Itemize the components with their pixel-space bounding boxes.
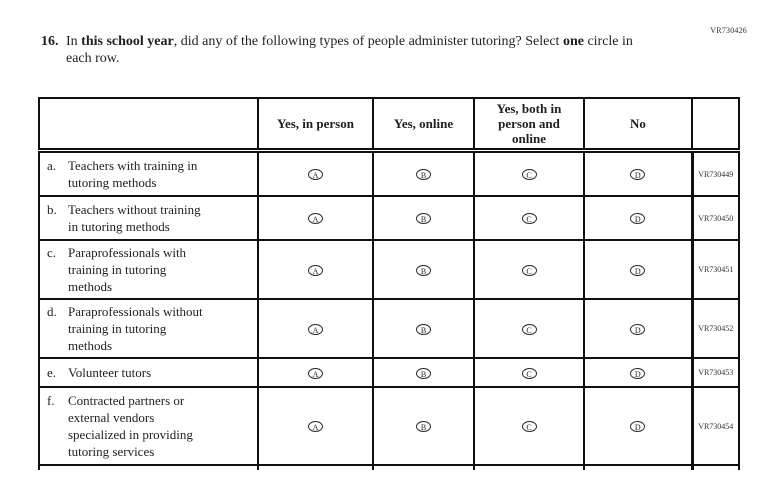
answer-bubble-c[interactable]: C xyxy=(521,323,537,335)
table-row: c. Paraprofessionals with training in tut… xyxy=(38,239,740,300)
header-blank xyxy=(38,97,259,153)
answer-bubble-c[interactable]: C xyxy=(521,367,537,379)
answer-bubble-d[interactable]: D xyxy=(630,421,646,432)
answer-bubble-c[interactable]: C xyxy=(521,169,537,180)
row-letter: c. xyxy=(47,245,57,260)
answer-bubble-a[interactable]: A xyxy=(308,264,323,276)
row-letter: d. xyxy=(47,304,57,319)
table-row: b. Teachers without training in tutoring … xyxy=(38,195,740,241)
question-text-segment: , did any of the following types of peop… xyxy=(173,34,563,49)
answer-bubble-b[interactable]: B xyxy=(416,264,431,276)
row-label: Contracted partners or external vendors … xyxy=(68,393,193,459)
answer-bubble-d[interactable]: D xyxy=(630,169,646,180)
answer-bubble-d[interactable]: D xyxy=(630,213,646,224)
table-row: f. Contracted partners or external vendor… xyxy=(38,386,740,466)
question-text-bold-segment: one xyxy=(562,34,584,49)
answer-bubble-b[interactable]: B xyxy=(416,323,431,335)
answer-table: Yes, in person Yes, online Yes, both in … xyxy=(38,97,740,470)
answer-bubble-a[interactable]: A xyxy=(308,213,323,224)
answer-bubble-a[interactable]: A xyxy=(308,323,323,335)
answer-bubble-c[interactable]: C xyxy=(521,421,537,432)
question-form-code: VR730426 xyxy=(710,26,747,35)
answer-bubble-c[interactable]: C xyxy=(521,213,537,224)
header-code-blank xyxy=(691,97,740,153)
row-code: VR730450 xyxy=(690,195,740,241)
question-text: In this school year, did any of the foll… xyxy=(66,33,658,67)
question-16: 16. In this school year, did any of the … xyxy=(41,33,681,67)
answer-bubble-c[interactable]: C xyxy=(521,264,537,276)
row-letter: g. xyxy=(47,469,68,471)
answer-bubble-b[interactable]: B xyxy=(416,213,431,224)
table-row: a. Teachers with training in tutoring met… xyxy=(38,149,740,197)
row-code: VR730449 xyxy=(690,149,740,197)
question-text-segment: In xyxy=(66,34,82,49)
row-letter: a. xyxy=(47,158,57,173)
row-letter: b. xyxy=(47,202,57,217)
table-row: g.High-achieving students A B C D VR7304… xyxy=(38,464,740,471)
row-code: VR730454 xyxy=(690,386,740,466)
header-row: Yes, in person Yes, online Yes, both in … xyxy=(38,97,740,153)
row-label: Teachers with training in tutoring metho… xyxy=(68,158,198,190)
answer-grid: Yes, in person Yes, online Yes, both in … xyxy=(38,97,741,470)
table-row: d. Paraprofessionals without training in … xyxy=(38,298,740,359)
question-text-bold-segment: this school year xyxy=(81,34,174,49)
question-number: 16. xyxy=(41,34,59,49)
answer-bubble-b[interactable]: B xyxy=(416,367,431,379)
row-code: VR730455 xyxy=(690,464,740,470)
table-row: e. Volunteer tutors A B C D VR730453 xyxy=(38,357,740,388)
row-label: Volunteer tutors xyxy=(68,365,152,380)
answer-bubble-d[interactable]: D xyxy=(630,323,646,335)
answer-bubble-a[interactable]: A xyxy=(308,367,323,379)
row-label: Paraprofessionals without training in tu… xyxy=(68,304,203,353)
answer-bubble-a[interactable]: A xyxy=(308,421,323,432)
row-label: High-achieving students xyxy=(68,469,195,471)
row-letter: e. xyxy=(47,365,57,380)
header-yes-both: Yes, both in person and online xyxy=(473,97,585,153)
row-letter: f. xyxy=(47,393,55,408)
answer-bubble-d[interactable]: D xyxy=(630,367,646,379)
row-code: VR730452 xyxy=(690,298,740,359)
row-label: Paraprofessionals with training in tutor… xyxy=(68,245,187,294)
row-code: VR730451 xyxy=(690,239,740,300)
answer-bubble-b[interactable]: B xyxy=(416,421,431,432)
answer-bubble-b[interactable]: B xyxy=(416,169,431,180)
header-yes-online: Yes, online xyxy=(372,97,475,153)
header-no: No xyxy=(583,97,693,153)
row-code: VR730453 xyxy=(690,357,740,388)
answer-bubble-d[interactable]: D xyxy=(630,264,646,276)
question-text-segment: circle in each row. xyxy=(66,34,633,66)
answer-bubble-a[interactable]: A xyxy=(308,169,323,180)
header-yes-in-person: Yes, in person xyxy=(257,97,374,153)
row-label: Teachers without training in tutoring me… xyxy=(68,202,201,234)
